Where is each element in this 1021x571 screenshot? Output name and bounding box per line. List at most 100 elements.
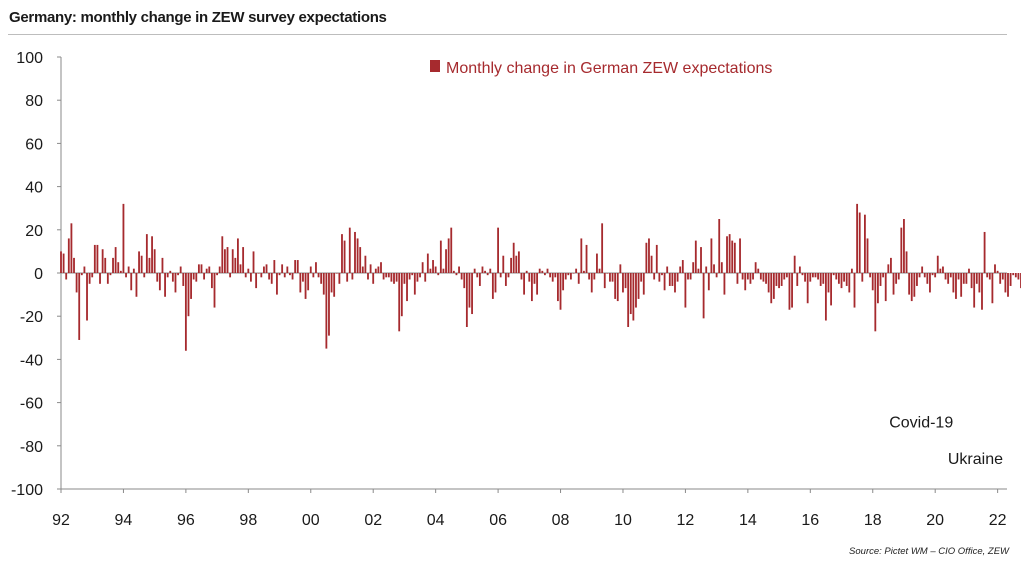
bar [671, 273, 674, 286]
bar [458, 266, 460, 273]
bar [250, 273, 252, 282]
bar [746, 273, 749, 280]
bar [835, 273, 838, 280]
title-divider [8, 34, 1007, 35]
bar [393, 273, 395, 284]
bar [515, 255, 518, 273]
bar [138, 251, 140, 273]
bar [195, 273, 198, 282]
bar-series [60, 203, 1021, 351]
bar [853, 273, 856, 308]
bar [437, 273, 440, 276]
x-tick-label: 96 [177, 512, 195, 529]
bar [112, 257, 114, 273]
bar [335, 273, 338, 274]
bar [850, 268, 853, 273]
bar [650, 255, 653, 273]
bar [413, 273, 416, 295]
bar [151, 236, 153, 273]
bar [981, 273, 983, 310]
bar [723, 273, 726, 295]
bar [1014, 273, 1017, 278]
bar [567, 273, 570, 276]
bar [153, 249, 156, 273]
bar [705, 266, 708, 273]
bar [158, 273, 161, 291]
bar [320, 273, 323, 284]
bar [798, 266, 801, 273]
bar [145, 234, 148, 273]
bar [333, 273, 336, 297]
bar [343, 240, 346, 273]
bar [226, 247, 229, 273]
bar [106, 273, 109, 284]
bar [304, 273, 307, 299]
bar [962, 273, 965, 284]
bar [265, 264, 268, 273]
bar [455, 273, 458, 276]
bar [197, 264, 200, 273]
bar [1017, 273, 1020, 280]
bar [944, 273, 947, 280]
bar [791, 273, 793, 308]
bar [114, 247, 117, 273]
bar [416, 273, 419, 282]
bar [377, 266, 380, 273]
bar [947, 273, 950, 284]
bar [247, 268, 250, 273]
bar [736, 273, 739, 284]
bar [255, 273, 258, 289]
bar [757, 268, 760, 273]
x-tick-label: 22 [989, 512, 1007, 529]
legend: Monthly change in German ZEW expectation… [430, 60, 772, 77]
y-tick-label: -60 [20, 396, 43, 413]
bar [187, 273, 190, 317]
bar [473, 268, 476, 273]
bar [848, 273, 851, 293]
bar [499, 273, 502, 278]
bar [637, 273, 640, 299]
bar [598, 268, 601, 273]
bar [952, 273, 955, 293]
bar [895, 273, 898, 284]
bar [135, 273, 138, 297]
legend-swatch [430, 60, 440, 72]
bar [648, 238, 650, 273]
bar [845, 273, 848, 286]
bar [965, 273, 968, 284]
y-tick-label: -100 [11, 482, 43, 499]
bar [702, 273, 705, 319]
x-tick-label: 18 [864, 512, 882, 529]
bar [858, 212, 861, 273]
bar [968, 268, 970, 273]
bar [697, 268, 700, 273]
bar [822, 273, 825, 284]
bar [504, 273, 507, 286]
bar [218, 266, 221, 273]
bar [533, 273, 536, 284]
bar [684, 273, 687, 308]
bar [203, 273, 205, 280]
bar [679, 266, 682, 273]
bar [78, 273, 81, 340]
bar [132, 268, 135, 273]
bar [887, 264, 890, 273]
bar [551, 273, 554, 282]
bar [244, 273, 247, 278]
x-tick-label: 16 [801, 512, 819, 529]
bar [759, 273, 762, 280]
bar [593, 273, 596, 280]
bar [817, 273, 819, 280]
bar [819, 273, 822, 286]
bar [463, 273, 466, 289]
bar [439, 240, 442, 273]
bar [231, 249, 234, 273]
bar [549, 273, 552, 278]
bar [616, 273, 619, 302]
bar [356, 238, 359, 273]
bar [429, 268, 432, 273]
bar [268, 273, 271, 280]
bar [983, 231, 986, 273]
bar [86, 273, 88, 321]
bar [884, 273, 887, 302]
